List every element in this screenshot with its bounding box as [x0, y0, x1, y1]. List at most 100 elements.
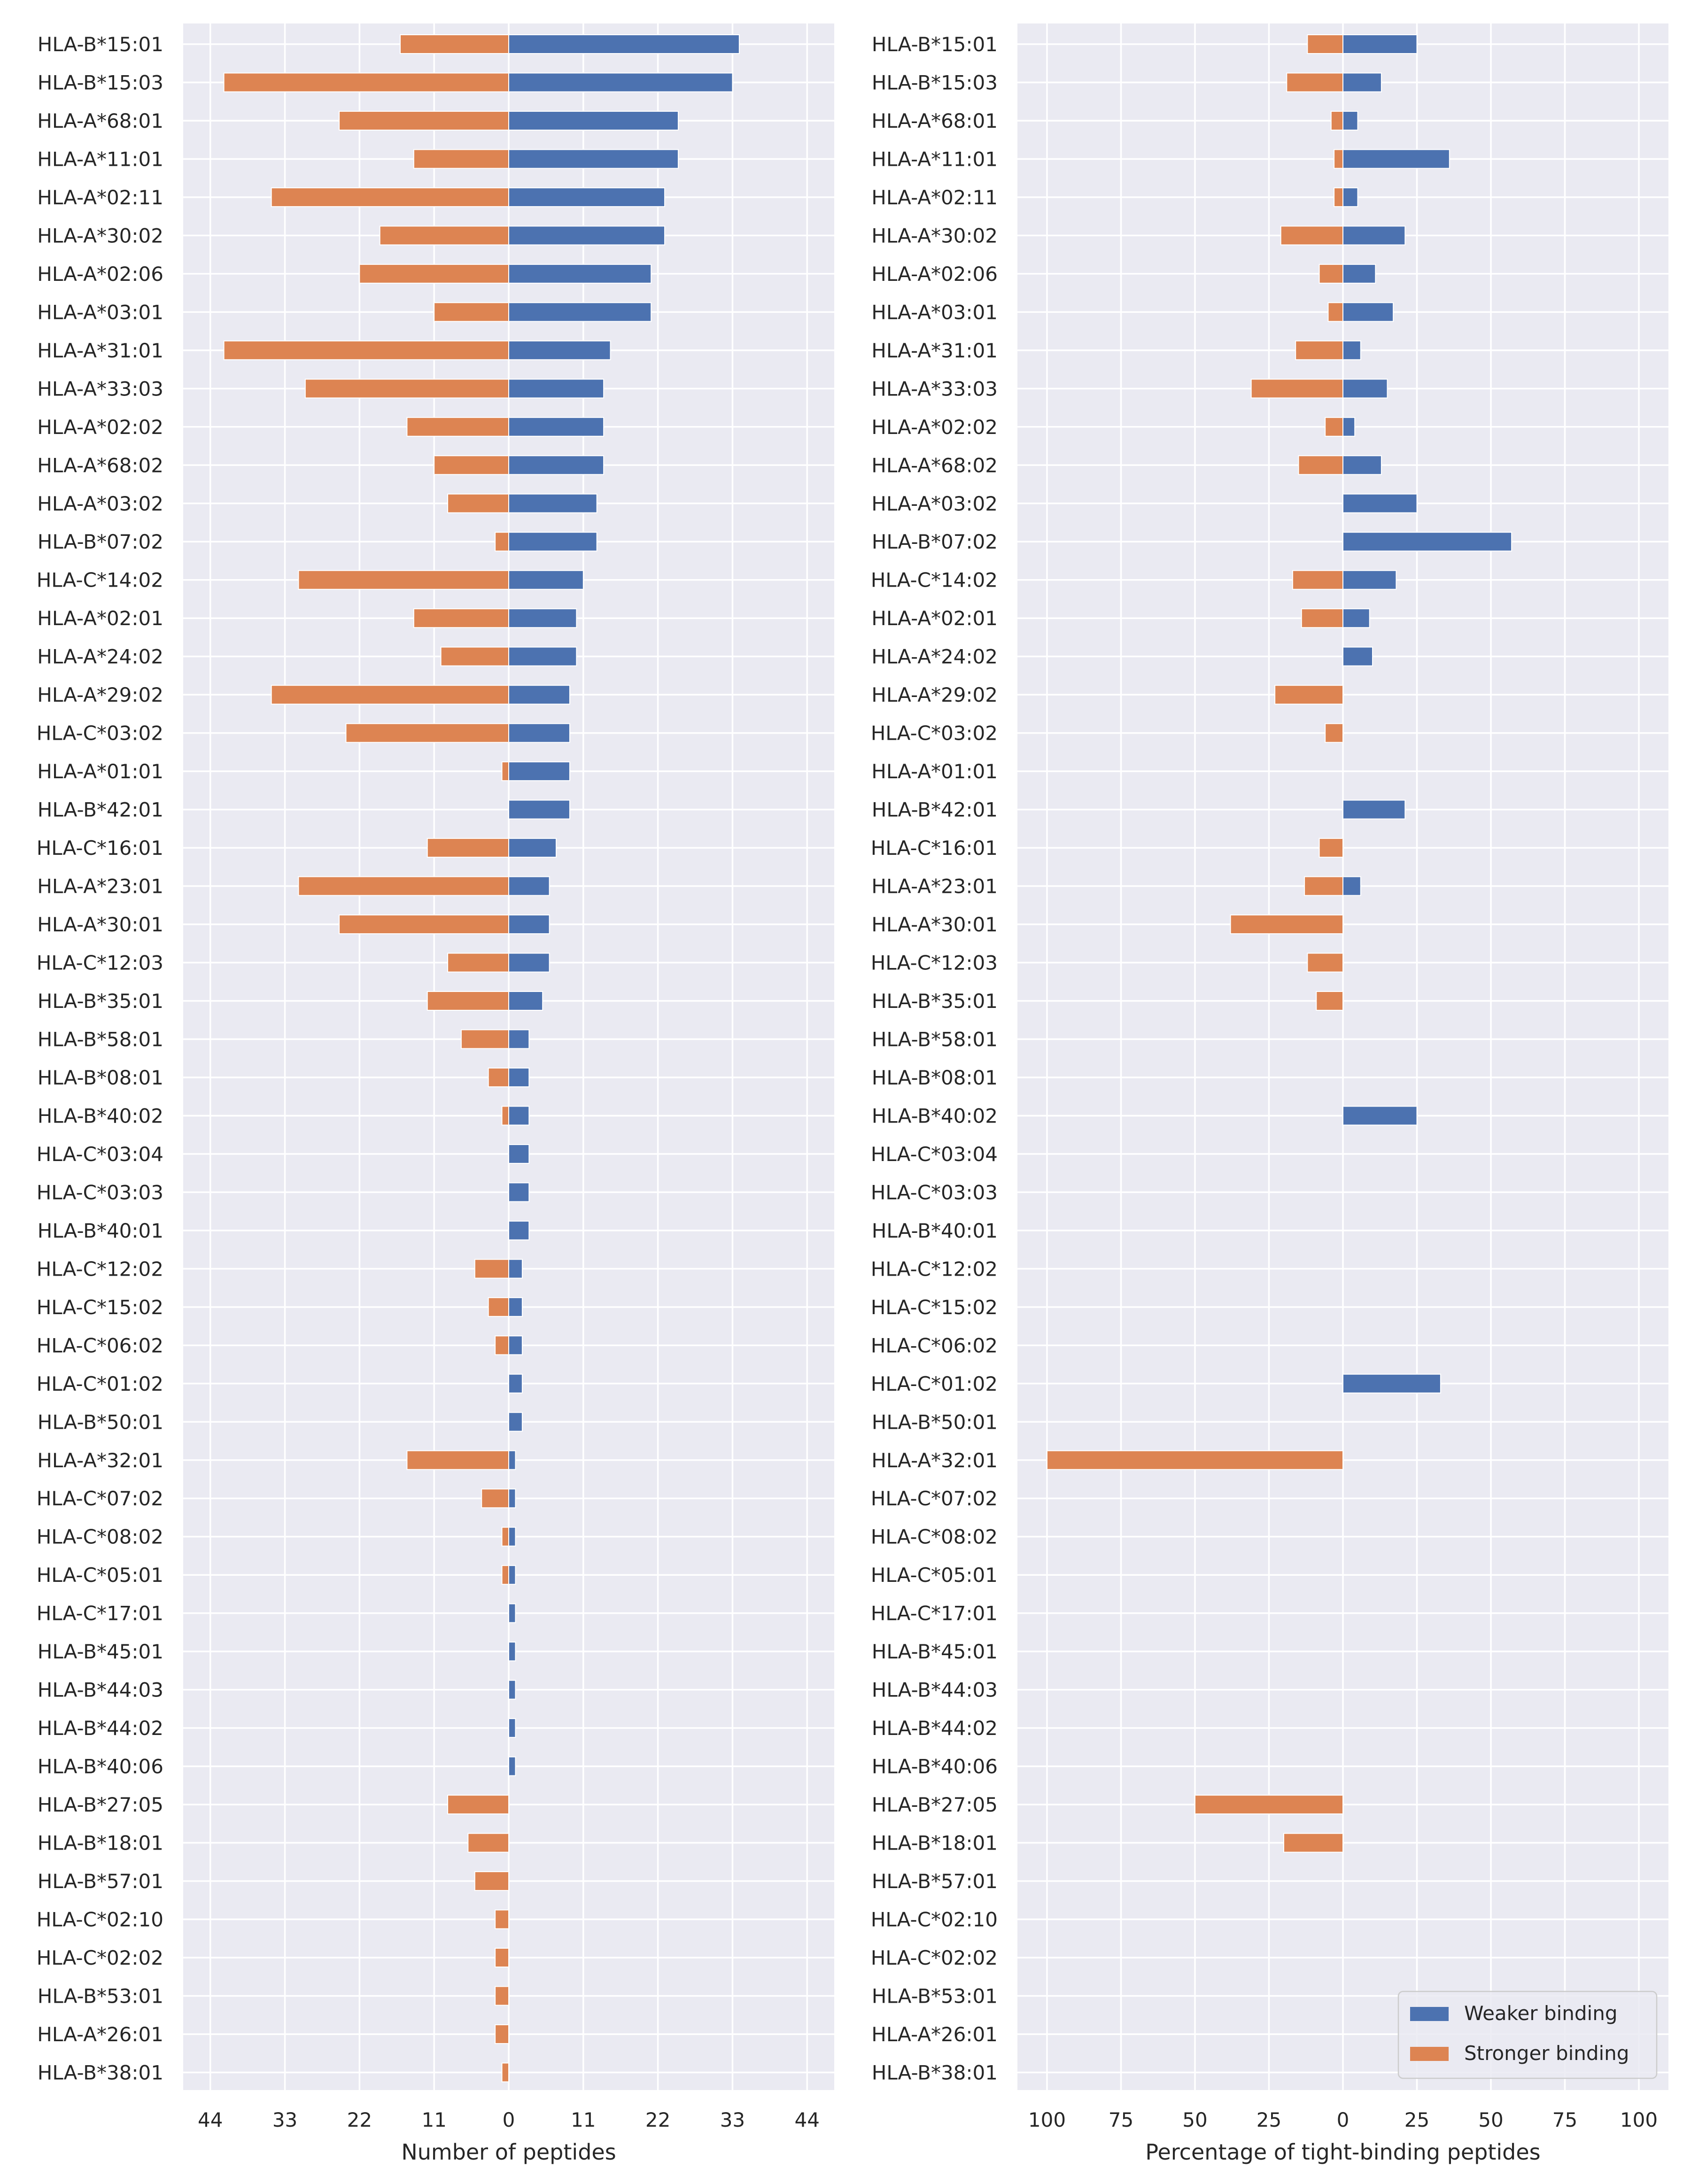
bar-stronger-binding	[1195, 1795, 1343, 1815]
y-tick-label: HLA-A*11:01	[871, 147, 998, 170]
bar-weaker-binding	[508, 646, 577, 666]
y-tick-label: HLA-B*27:05	[38, 1793, 163, 1816]
y-tick-label: HLA-C*12:03	[37, 952, 163, 975]
bar-weaker-binding	[1342, 532, 1513, 552]
bar-weaker-binding	[1342, 263, 1376, 284]
y-tick-label: HLA-A*32:01	[37, 1449, 163, 1472]
bar-stronger-binding	[223, 72, 509, 93]
y-tick-label: HLA-B*42:01	[872, 798, 998, 821]
y-tick-label: HLA-B*40:06	[872, 1755, 998, 1778]
bar-stronger-binding	[271, 187, 509, 207]
bar-weaker-binding	[508, 110, 679, 131]
bar-stronger-binding	[1298, 455, 1343, 475]
y-tick-label: HLA-B*45:01	[872, 1640, 998, 1663]
bar-stronger-binding	[1274, 685, 1344, 705]
y-tick-label: HLA-A*29:02	[37, 683, 163, 706]
legend-label: Weaker binding	[1464, 2002, 1617, 2025]
y-tick-label: HLA-B*15:03	[38, 71, 163, 94]
bar-weaker-binding	[508, 72, 733, 93]
bar-weaker-binding	[1342, 340, 1361, 360]
bar-stronger-binding	[440, 646, 509, 666]
x-tick-label: 75	[1552, 2108, 1577, 2131]
bar-weaker-binding	[508, 1488, 516, 1509]
bar-stronger-binding	[447, 1795, 509, 1815]
bar-weaker-binding	[508, 570, 584, 590]
bar-weaker-binding	[1342, 187, 1358, 207]
x-tick-label: 11	[421, 2108, 446, 2131]
x-tick-label: 11	[571, 2108, 596, 2131]
y-tick-label: HLA-A*33:03	[37, 377, 163, 400]
legend: Weaker binding Stronger binding	[1397, 1990, 1658, 2079]
bar-weaker-binding	[508, 1029, 530, 1049]
bar-stronger-binding	[501, 1526, 509, 1547]
x-axis-label: Number of peptides	[401, 2139, 616, 2165]
y-tick-label: HLA-A*01:01	[871, 760, 998, 783]
bar-weaker-binding	[1342, 1373, 1441, 1394]
bar-stronger-binding	[1327, 302, 1343, 322]
bar-weaker-binding	[508, 723, 570, 743]
y-tick-label: HLA-C*07:02	[871, 1487, 998, 1510]
bar-stronger-binding	[1325, 723, 1343, 743]
y-tick-label: HLA-C*08:02	[37, 1526, 163, 1549]
legend-swatch	[1410, 2007, 1449, 2021]
bar-stronger-binding	[1319, 838, 1344, 858]
y-tick-label: HLA-C*06:02	[37, 1334, 163, 1357]
y-tick-label: HLA-B*38:01	[872, 2061, 998, 2084]
y-tick-label: HLA-A*24:02	[37, 645, 163, 668]
y-tick-label: HLA-A*68:01	[37, 109, 163, 132]
bar-stronger-binding	[1334, 149, 1344, 169]
y-tick-label: HLA-A*02:06	[37, 263, 163, 286]
bar-stronger-binding	[495, 532, 509, 552]
bar-stronger-binding	[359, 263, 509, 284]
bar-weaker-binding	[508, 761, 570, 782]
y-tick-label: HLA-B*45:01	[38, 1640, 163, 1663]
bar-weaker-binding	[1342, 72, 1382, 93]
bar-stronger-binding	[1301, 608, 1344, 628]
bar-stronger-binding	[271, 685, 509, 705]
bar-weaker-binding	[1342, 149, 1450, 169]
y-tick-label: HLA-C*12:02	[871, 1257, 998, 1280]
bar-weaker-binding	[508, 1220, 530, 1240]
y-tick-label: HLA-C*15:02	[871, 1296, 998, 1319]
bar-stronger-binding	[406, 417, 509, 437]
y-tick-label: HLA-B*27:05	[872, 1793, 998, 1816]
bar-stronger-binding	[447, 493, 509, 513]
bar-weaker-binding	[1342, 799, 1406, 820]
y-tick-label: HLA-B*08:01	[872, 1066, 998, 1089]
y-tick-label: HLA-C*02:02	[871, 1946, 998, 1969]
y-tick-label: HLA-A*02:06	[871, 263, 998, 286]
bar-weaker-binding	[1342, 876, 1361, 896]
x-tick-label: 50	[1478, 2108, 1503, 2131]
y-tick-label: HLA-A*68:02	[871, 454, 998, 477]
y-tick-label: HLA-B*08:01	[38, 1066, 163, 1089]
y-tick-label: HLA-A*03:01	[871, 301, 998, 324]
bar-stronger-binding	[1319, 263, 1344, 284]
bar-stronger-binding	[1250, 379, 1343, 399]
bar-weaker-binding	[1342, 455, 1382, 475]
y-tick-label: HLA-C*03:03	[37, 1181, 163, 1204]
bar-stronger-binding	[339, 110, 509, 131]
y-tick-label: HLA-B*50:01	[872, 1410, 998, 1433]
bar-stronger-binding	[223, 340, 509, 360]
bar-stronger-binding	[1295, 340, 1343, 360]
bar-stronger-binding	[501, 1565, 509, 1585]
y-tick-label: HLA-A*02:02	[37, 416, 163, 439]
y-tick-label: HLA-A*30:01	[37, 913, 163, 936]
y-tick-label: HLA-C*03:04	[871, 1143, 998, 1166]
y-tick-label: HLA-A*03:02	[871, 492, 998, 515]
x-tick-label: 44	[198, 2108, 223, 2131]
bar-stronger-binding	[495, 1909, 509, 1929]
bar-stronger-binding	[298, 876, 509, 896]
x-tick-label: 75	[1109, 2108, 1133, 2131]
y-tick-label: HLA-A*11:01	[37, 147, 163, 170]
bar-stronger-binding	[495, 1986, 509, 2006]
bar-weaker-binding	[508, 34, 740, 54]
bar-stronger-binding	[1292, 570, 1343, 590]
bar-weaker-binding	[1342, 608, 1370, 628]
bar-stronger-binding	[1330, 110, 1344, 131]
bar-stronger-binding	[345, 723, 509, 743]
y-tick-label: HLA-A*30:01	[871, 913, 998, 936]
y-tick-label: HLA-C*03:04	[37, 1143, 163, 1166]
y-tick-label: HLA-C*06:02	[871, 1334, 998, 1357]
bar-stronger-binding	[1047, 1450, 1343, 1470]
